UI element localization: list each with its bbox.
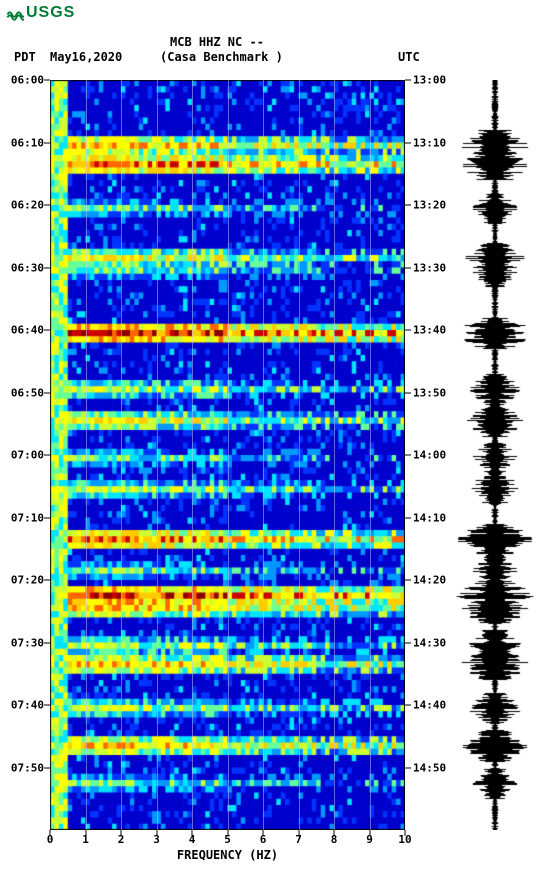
y-left-tick-label: 06:30 <box>11 261 44 274</box>
gridline <box>157 80 158 830</box>
y-right-tick-label: 14:30 <box>413 636 446 649</box>
x-axis-title: FREQUENCY (HZ) <box>50 848 405 862</box>
y-left-tick-label: 07:20 <box>11 574 44 587</box>
y-right-tick <box>405 455 411 456</box>
y-right-tick-label: 13:00 <box>413 74 446 87</box>
y-right-tick-label: 14:10 <box>413 511 446 524</box>
x-tick <box>156 830 157 836</box>
y-left-tick-label: 07:10 <box>11 511 44 524</box>
y-left-tick <box>44 580 50 581</box>
wave-icon <box>6 4 24 22</box>
y-left-tick <box>44 205 50 206</box>
y-right-tick <box>405 267 411 268</box>
y-right-tick <box>405 642 411 643</box>
y-right-tick <box>405 330 411 331</box>
x-tick <box>50 830 51 836</box>
y-left-tick-label: 06:10 <box>11 136 44 149</box>
y-left-tick-label: 07:30 <box>11 636 44 649</box>
date-label: May16,2020 <box>50 50 122 64</box>
y-right-tick-label: 13:20 <box>413 199 446 212</box>
y-left-tick <box>44 642 50 643</box>
y-left-tick-label: 07:00 <box>11 449 44 462</box>
y-left-tick <box>44 517 50 518</box>
y-left-tick-label: 07:50 <box>11 761 44 774</box>
y-right-tick <box>405 80 411 81</box>
y-left-tick <box>44 392 50 393</box>
gridline <box>370 80 371 830</box>
y-right-tick <box>405 767 411 768</box>
y-right-tick <box>405 142 411 143</box>
y-right-tick <box>405 205 411 206</box>
y-left-tick-label: 06:20 <box>11 199 44 212</box>
usgs-logo: USGS <box>6 4 75 22</box>
y-left-tick <box>44 705 50 706</box>
y-left-tick <box>44 330 50 331</box>
x-tick <box>405 830 406 836</box>
y-left-tick <box>44 142 50 143</box>
x-tick <box>192 830 193 836</box>
y-right-tick-label: 14:20 <box>413 574 446 587</box>
x-tick <box>227 830 228 836</box>
gridline <box>263 80 264 830</box>
y-left-tick-label: 06:50 <box>11 386 44 399</box>
y-left-tick <box>44 80 50 81</box>
y-right-tick <box>405 580 411 581</box>
x-tick <box>334 830 335 836</box>
y-right-tick-label: 13:30 <box>413 261 446 274</box>
gridline <box>86 80 87 830</box>
y-right-tick-label: 14:50 <box>413 761 446 774</box>
y-right-tick <box>405 392 411 393</box>
x-tick <box>263 830 264 836</box>
gridline <box>299 80 300 830</box>
y-left-tick <box>44 267 50 268</box>
tz-left-label: PDT <box>14 50 36 64</box>
gridline <box>121 80 122 830</box>
y-left-tick-label: 06:00 <box>11 74 44 87</box>
x-tick <box>369 830 370 836</box>
x-tick <box>298 830 299 836</box>
gridline <box>228 80 229 830</box>
y-left-tick <box>44 455 50 456</box>
y-right-tick-label: 14:00 <box>413 449 446 462</box>
logo-text: USGS <box>26 4 75 22</box>
y-left-tick-label: 07:40 <box>11 699 44 712</box>
y-right-tick <box>405 705 411 706</box>
y-right-tick-label: 13:50 <box>413 386 446 399</box>
y-right-tick-label: 13:10 <box>413 136 446 149</box>
location-label: (Casa Benchmark ) <box>160 50 283 64</box>
gridline <box>334 80 335 830</box>
y-right-tick-label: 13:40 <box>413 324 446 337</box>
tz-right-label: UTC <box>398 50 420 64</box>
y-right-tick <box>405 517 411 518</box>
x-tick <box>85 830 86 836</box>
y-left-tick <box>44 767 50 768</box>
x-tick <box>121 830 122 836</box>
y-right-tick-label: 14:40 <box>413 699 446 712</box>
waveform-plot <box>450 80 540 830</box>
y-left-tick-label: 06:40 <box>11 324 44 337</box>
gridline <box>192 80 193 830</box>
station-label: MCB HHZ NC -- <box>170 35 264 49</box>
